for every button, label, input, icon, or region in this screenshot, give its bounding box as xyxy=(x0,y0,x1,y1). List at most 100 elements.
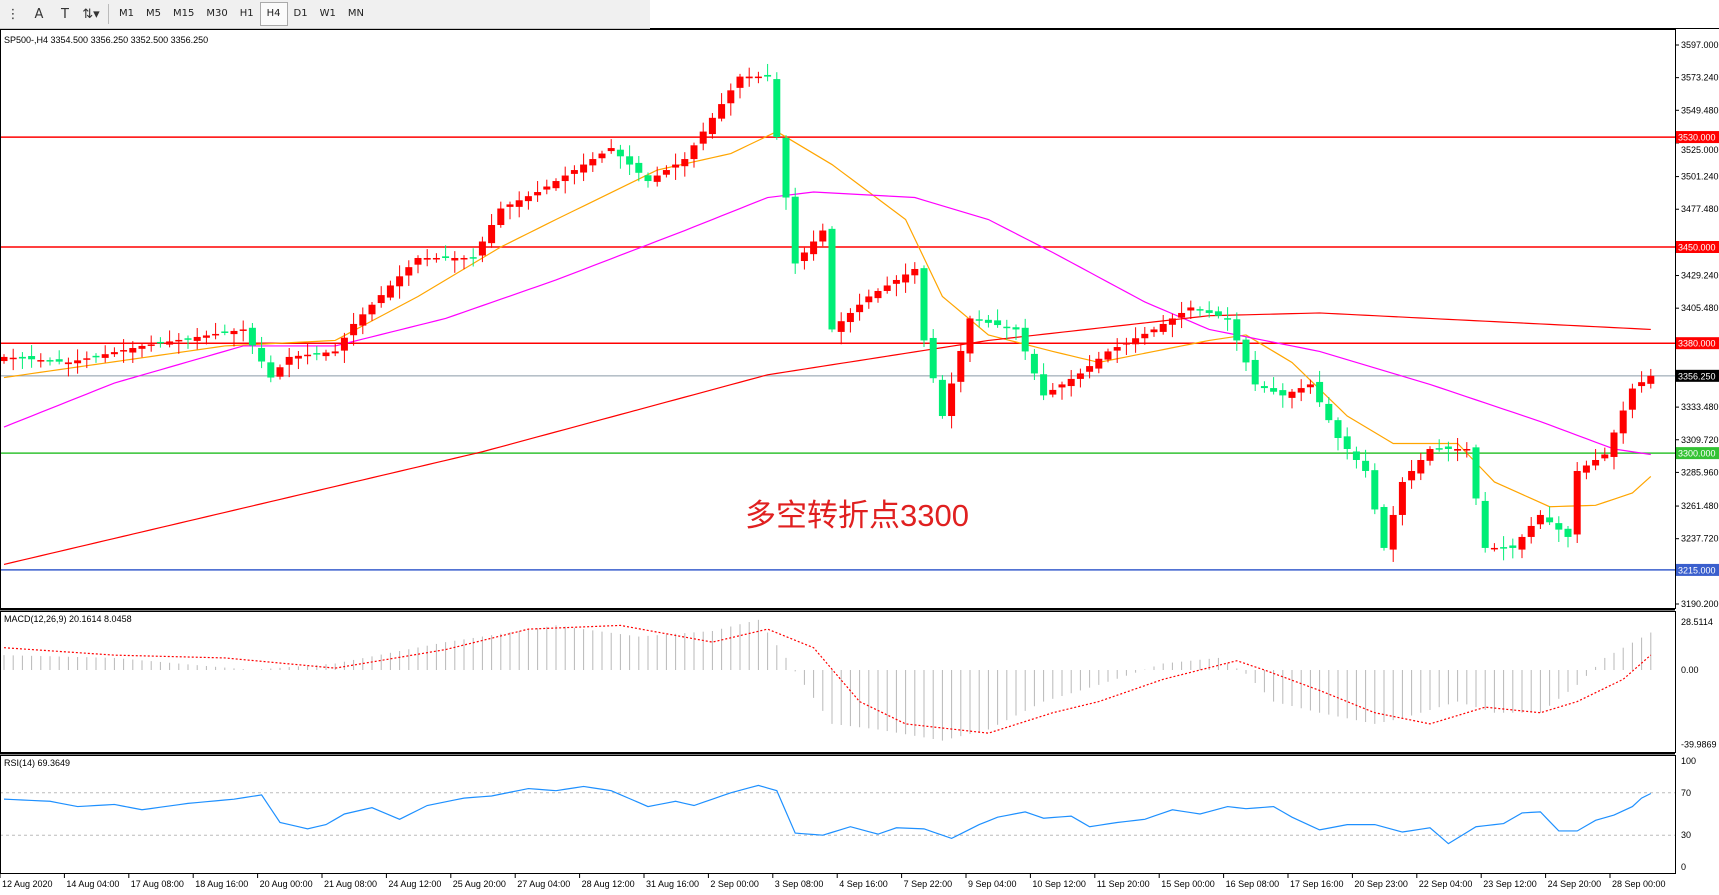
candle-bull xyxy=(396,276,404,287)
candle-bull xyxy=(1288,391,1296,398)
candle-bull xyxy=(552,181,560,189)
macd-axis-label: 0.00 xyxy=(1681,665,1699,675)
toolbar-divider xyxy=(108,4,109,24)
timeframe-d1-button[interactable]: D1 xyxy=(293,8,308,19)
candle-bull xyxy=(892,279,900,284)
time-axis-label: 27 Aug 04:00 xyxy=(517,879,570,889)
candle-bull xyxy=(902,274,910,283)
current-price-label: 3356.250 xyxy=(1678,371,1716,381)
level-price-tag xyxy=(1676,447,1719,460)
rsi-label: RSI(14) 69.3649 xyxy=(4,758,70,768)
candle-bull xyxy=(193,336,201,341)
candle-bull xyxy=(1389,514,1397,550)
candle-bull xyxy=(414,257,422,265)
timeframe-h4-button[interactable]: H4 xyxy=(259,2,288,26)
time-axis-label: 24 Aug 12:00 xyxy=(388,879,441,889)
candle-bull xyxy=(175,339,183,342)
candle-bull xyxy=(368,304,376,315)
rsi-axis-label: 0 xyxy=(1681,862,1686,872)
candle-bull xyxy=(147,344,155,346)
candle-bull xyxy=(1573,470,1581,535)
candle-bull xyxy=(543,186,551,190)
candle-bull xyxy=(202,335,210,338)
current-price-tag xyxy=(1676,369,1719,382)
timeframe-mn-button[interactable]: MN xyxy=(347,8,364,19)
timeframe-w1-button[interactable]: W1 xyxy=(319,8,336,19)
candle-bull xyxy=(966,318,974,354)
candle-bull xyxy=(1490,547,1498,550)
text-label-icon[interactable]: T xyxy=(61,6,69,22)
candle-bull xyxy=(561,175,569,182)
candle-bull xyxy=(690,145,698,160)
price-axis-label: 3501.240 xyxy=(1681,172,1719,182)
candle-bull xyxy=(874,290,882,299)
candle-bull xyxy=(101,354,109,358)
timeframe-h1-button[interactable]: H1 xyxy=(239,8,254,19)
candle-bear xyxy=(984,319,992,323)
candle-bull xyxy=(1628,388,1636,410)
time-axis-label: 17 Sep 16:00 xyxy=(1290,879,1344,889)
candle-bear xyxy=(626,156,634,165)
candle-bear xyxy=(1435,448,1443,450)
candle-bull xyxy=(129,347,137,353)
candle-bull xyxy=(598,153,606,159)
pane-frame xyxy=(0,755,1676,874)
timeframe-m5-button[interactable]: M5 xyxy=(146,8,161,19)
candle-bear xyxy=(791,196,799,264)
candle-bear xyxy=(1334,420,1342,439)
arrows-icon[interactable]: ⇅▾ xyxy=(82,6,100,22)
candle-bear xyxy=(28,356,36,360)
candle-bull xyxy=(322,352,330,357)
candle-bull xyxy=(883,285,891,291)
time-axis-label: 11 Sep 20:00 xyxy=(1097,879,1150,889)
candle-bull xyxy=(718,104,726,119)
candle-bull xyxy=(1058,384,1066,388)
time-axis-label: 20 Aug 00:00 xyxy=(260,879,313,889)
candle-bull xyxy=(350,323,358,336)
timeframe-m1-button[interactable]: M1 xyxy=(119,8,134,19)
candle-bull xyxy=(736,76,744,88)
candle-bull xyxy=(138,345,146,349)
candle-bull xyxy=(166,341,174,345)
time-axis-label: 17 Aug 08:00 xyxy=(131,879,184,889)
candle-bull xyxy=(699,131,707,144)
candle-bear xyxy=(1012,327,1020,330)
candle-bear xyxy=(1362,460,1370,471)
candle-bull xyxy=(340,337,348,351)
candle-bull xyxy=(1187,307,1195,311)
candle-bull xyxy=(1049,389,1057,395)
candle-bull xyxy=(1417,459,1425,474)
candle-bull xyxy=(1297,388,1305,393)
time-axis-label: 4 Sep 16:00 xyxy=(839,879,888,889)
candle-bear xyxy=(1380,506,1388,548)
candle-bull xyxy=(1159,323,1167,332)
price-axis-label: 3309.720 xyxy=(1681,435,1719,445)
candle-bull xyxy=(1601,454,1609,459)
candle-bear xyxy=(1279,390,1287,396)
candle-bull xyxy=(1132,338,1140,345)
candle-bull xyxy=(681,159,689,167)
candle-bear xyxy=(184,338,192,340)
candle-bull xyxy=(819,230,827,242)
ma-fast-line xyxy=(3,130,1652,508)
level-price-tag xyxy=(1676,337,1719,350)
price-axis-label: 3429.240 xyxy=(1681,271,1719,281)
text-a-icon[interactable]: A xyxy=(34,6,44,22)
candle-bear xyxy=(55,359,63,362)
timeframe-m30-button[interactable]: M30 xyxy=(206,8,228,19)
price-axis-label: 3333.480 xyxy=(1681,402,1719,412)
time-axis-label: 14 Aug 04:00 xyxy=(66,879,119,889)
candle-bull xyxy=(1647,375,1655,384)
candle-bull xyxy=(607,148,615,152)
candle-bear xyxy=(1500,547,1508,549)
price-axis-label: 3525.000 xyxy=(1681,145,1719,155)
candle-bear xyxy=(644,175,652,182)
candle-bear xyxy=(764,74,772,77)
timeframe-m15-button[interactable]: M15 xyxy=(173,8,195,19)
candle-bull xyxy=(754,76,762,79)
candle-bull xyxy=(810,241,818,255)
level-price-tag xyxy=(1676,240,1719,253)
level-price-label: 3215.000 xyxy=(1678,565,1716,575)
candle-bull xyxy=(846,312,854,323)
